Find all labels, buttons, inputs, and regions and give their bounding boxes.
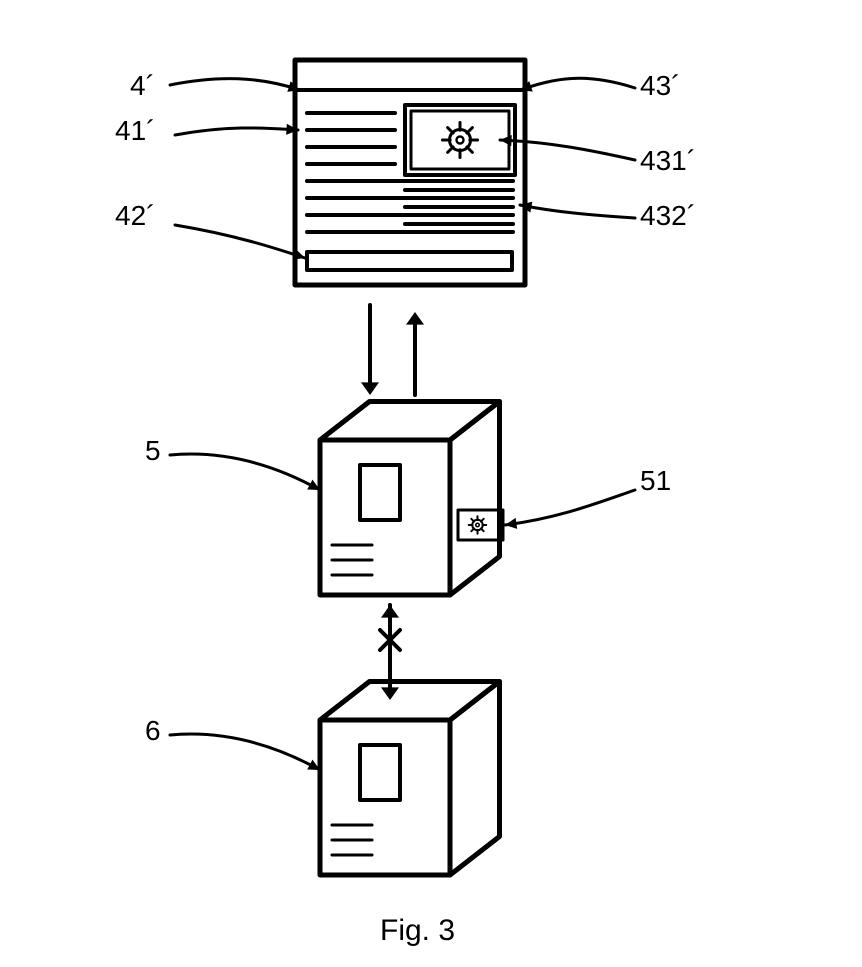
leader-l42 (175, 225, 305, 258)
label-l42: 42´ (115, 200, 155, 231)
label-l431: 431´ (640, 145, 696, 176)
label-l5: 5 (145, 435, 161, 466)
server-a (320, 402, 503, 596)
leader-l6 (170, 734, 320, 770)
gear-icon (443, 123, 478, 158)
gear-icon (469, 516, 487, 534)
leader-l51 (505, 490, 635, 525)
label-l43: 43´ (640, 70, 680, 101)
server-b (320, 682, 500, 876)
label-l51: 51 (640, 465, 671, 496)
leader-l43 (520, 78, 635, 90)
document-window (295, 60, 525, 285)
leader-l432 (520, 205, 635, 218)
leader-l4 (170, 79, 300, 90)
leader-l5 (170, 454, 320, 490)
label-l4: 4´ (130, 70, 155, 101)
label-l41: 41´ (115, 115, 155, 146)
leader-l41 (175, 128, 298, 135)
figure-caption: Fig. 3 (380, 914, 455, 947)
label-l6: 6 (145, 715, 161, 746)
leader-l431 (500, 140, 635, 160)
label-l432: 432´ (640, 200, 696, 231)
